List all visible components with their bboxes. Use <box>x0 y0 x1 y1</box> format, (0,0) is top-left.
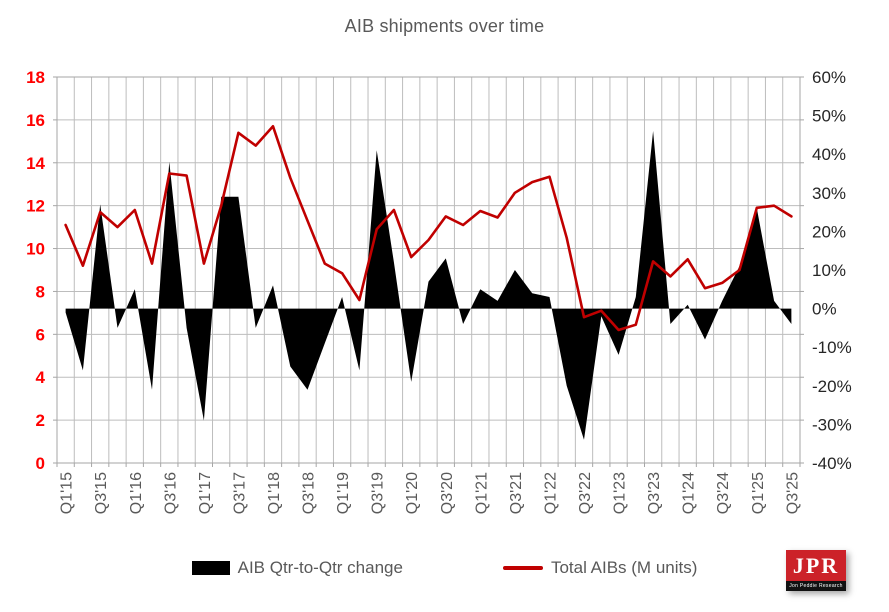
x-axis-category-label: Q1'22 <box>542 472 559 514</box>
right-axis-tick-label: 40% <box>812 145 846 164</box>
right-axis-tick-label: 50% <box>812 107 846 126</box>
right-axis-tick-label: 30% <box>812 184 846 203</box>
x-axis-category-label: Q3'22 <box>577 472 594 514</box>
left-axis-tick-label: 16 <box>26 111 45 130</box>
left-axis-tick-label: 4 <box>36 368 46 387</box>
x-axis-category-label: Q3'24 <box>715 472 732 514</box>
x-axis-category-label: Q3'15 <box>93 472 110 514</box>
jpr-logo: JPR Jon Peddie Research <box>786 550 846 591</box>
plot-border <box>56 76 801 464</box>
x-axis-category-label: Q3'25 <box>784 472 801 514</box>
x-axis-category-label: Q3'19 <box>370 472 387 514</box>
x-axis-category-label: Q1'25 <box>750 472 767 514</box>
x-axis-category-label: Q1'19 <box>335 472 352 514</box>
right-axis-tick-label: -40% <box>812 454 852 473</box>
right-axis-tick-label: 0% <box>812 300 837 319</box>
line-series-total-aibs <box>64 125 793 332</box>
legend-item-qtr-change: AIB Qtr-to-Qtr change <box>191 558 403 578</box>
left-axis-tick-label: 10 <box>26 240 45 259</box>
x-axis-category-label: Q1'18 <box>266 472 283 514</box>
x-axis-category-label: Q3'23 <box>646 472 663 514</box>
x-axis-category-label: Q1'21 <box>473 472 490 514</box>
x-axis-category-label: Q3'21 <box>508 472 525 514</box>
x-axis-category-label: Q3'18 <box>301 472 318 514</box>
x-axis-category-label: Q1'23 <box>612 472 629 514</box>
chart-title: AIB shipments over time <box>344 16 545 36</box>
black-area-swatch-icon <box>191 561 230 575</box>
right-axis-tick-label: -10% <box>812 338 852 357</box>
x-axis-category-label: Q3'20 <box>439 472 456 514</box>
left-axis-tick-label: 8 <box>36 282 45 301</box>
right-axis-tick-label: 60% <box>812 68 846 87</box>
left-axis-tick-label: 6 <box>36 325 45 344</box>
left-axis-tick-label: 12 <box>26 197 45 216</box>
aib-shipments-chart: 0 2 4 6 8 10 12 14 16 18 60% 50% 40% 30% 20% 10% 0% -10% -… <box>26 68 852 514</box>
left-axis-tick-label: 0 <box>36 454 45 473</box>
right-axis-tick-label: -20% <box>812 377 852 396</box>
area-series-qtr-change <box>65 131 792 440</box>
x-axis-category-label: Q1'17 <box>197 472 214 514</box>
right-axis-tick-label: 10% <box>812 261 846 280</box>
left-axis-tick-label: 14 <box>26 154 45 173</box>
x-axis-category-label: Q1'24 <box>681 472 698 514</box>
chart-legend: AIB Qtr-to-Qtr change Total AIBs (M unit… <box>0 558 889 578</box>
x-axis-category-label: Q1'15 <box>59 472 76 514</box>
jpr-logo-text: JPR <box>792 553 840 578</box>
x-axis-category-label: Q1'16 <box>128 472 145 514</box>
left-axis-tick-label: 2 <box>36 411 45 430</box>
right-axis-tick-label: 20% <box>812 222 846 241</box>
legend-label-qtr-change: AIB Qtr-to-Qtr change <box>237 558 403 577</box>
legend-item-total-aibs: Total AIBs (M units) <box>502 558 698 578</box>
legend-label-total-aibs: Total AIBs (M units) <box>550 558 698 577</box>
left-axis-tick-label: 18 <box>26 68 45 87</box>
red-line-swatch-icon <box>502 566 543 570</box>
jpr-logo-subtext: Jon Peddie Research <box>786 581 846 591</box>
x-axis-category-label: Q3'17 <box>231 472 248 514</box>
x-axis-category-label: Q3'16 <box>162 472 179 514</box>
right-axis-tick-label: -30% <box>812 415 852 434</box>
x-axis-category-label: Q1'20 <box>404 472 421 514</box>
